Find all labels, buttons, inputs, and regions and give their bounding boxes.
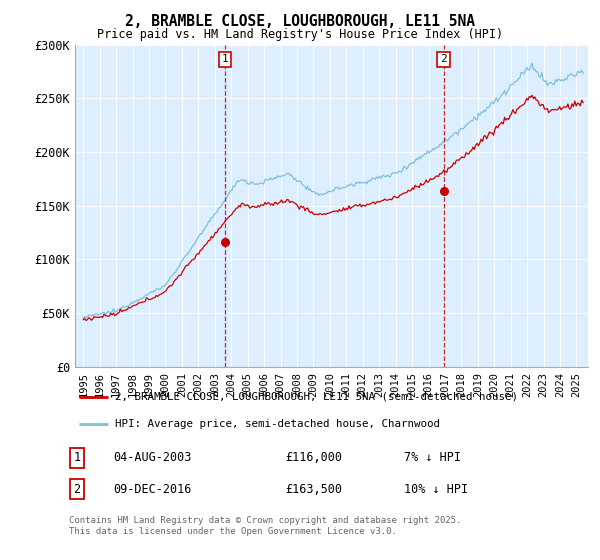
Text: 09-DEC-2016: 09-DEC-2016 (113, 483, 191, 496)
Text: 04-AUG-2003: 04-AUG-2003 (113, 451, 191, 464)
Text: 1: 1 (221, 54, 229, 64)
Text: £116,000: £116,000 (286, 451, 343, 464)
Text: 2, BRAMBLE CLOSE, LOUGHBOROUGH, LE11 5NA (semi-detached house): 2, BRAMBLE CLOSE, LOUGHBOROUGH, LE11 5NA… (115, 391, 518, 402)
Text: £163,500: £163,500 (286, 483, 343, 496)
Text: 7% ↓ HPI: 7% ↓ HPI (404, 451, 461, 464)
Text: 2: 2 (440, 54, 447, 64)
Text: Price paid vs. HM Land Registry's House Price Index (HPI): Price paid vs. HM Land Registry's House … (97, 28, 503, 41)
Text: 2: 2 (73, 483, 80, 496)
Text: 1: 1 (73, 451, 80, 464)
Text: 10% ↓ HPI: 10% ↓ HPI (404, 483, 469, 496)
Text: Contains HM Land Registry data © Crown copyright and database right 2025.
This d: Contains HM Land Registry data © Crown c… (69, 516, 461, 536)
Text: HPI: Average price, semi-detached house, Charnwood: HPI: Average price, semi-detached house,… (115, 419, 440, 429)
Text: 2, BRAMBLE CLOSE, LOUGHBOROUGH, LE11 5NA: 2, BRAMBLE CLOSE, LOUGHBOROUGH, LE11 5NA (125, 14, 475, 29)
